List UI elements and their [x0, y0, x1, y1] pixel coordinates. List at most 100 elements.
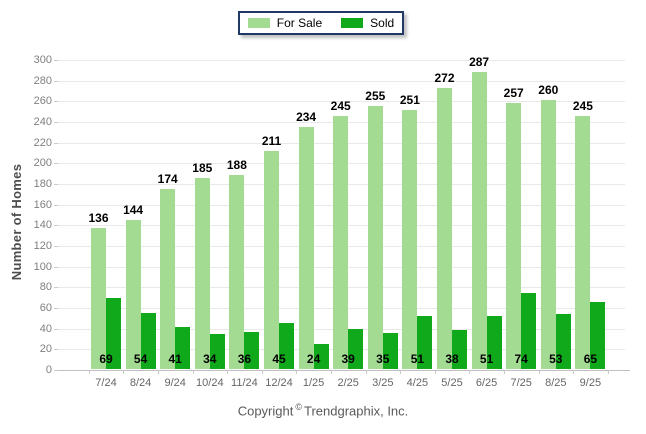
sold-bar: [382, 332, 398, 369]
x-axis-label: 2/25: [337, 377, 359, 389]
for-sale-bar: [402, 109, 418, 369]
for-sale-value-label: 245: [572, 98, 593, 113]
sold-legend-label: Sold: [370, 16, 395, 30]
for-sale-bar: [160, 189, 176, 369]
for-sale-bar: [264, 150, 279, 369]
sold-value-label: 51: [479, 352, 494, 366]
x-axis-tick: [123, 370, 125, 374]
x-axis-label: 8/25: [545, 377, 567, 389]
sold-value-label: 34: [203, 352, 217, 366]
x-axis-label: 10/24: [196, 377, 224, 389]
x-axis-label: 7/24: [95, 377, 117, 389]
sold-value-label: 36: [237, 352, 252, 366]
sold-bar: [279, 322, 294, 369]
sold-bar: [486, 316, 502, 369]
copyright-line: Copyright © Trendgraphix, Inc.: [0, 402, 646, 418]
y-axis-tick-label: 240: [33, 116, 52, 128]
y-axis-tick-label: 60: [39, 302, 52, 314]
y-axis-tick-label: 220: [33, 137, 52, 149]
sold-value-label: 38: [445, 352, 459, 366]
x-axis-tick: [434, 370, 436, 374]
y-axis-tick-label: 280: [33, 75, 52, 87]
x-axis-label: 11/24: [231, 377, 258, 389]
x-axis-label: 3/25: [372, 377, 394, 389]
x-axis-tick: [296, 370, 298, 374]
x-axis-tick: [261, 370, 263, 374]
sold-value-label: 74: [514, 352, 528, 366]
x-axis-label: 6/25: [475, 377, 498, 389]
for-sale-bar: [540, 100, 556, 369]
y-axis-tick-label: 160: [33, 199, 52, 211]
y-axis-tick: [54, 267, 58, 268]
x-axis-tick: [469, 370, 471, 374]
sold-value-label: 51: [410, 352, 425, 366]
y-axis-tick: [54, 329, 58, 330]
for-sale-value-label: 251: [399, 92, 420, 107]
sold-value-label: 53: [549, 352, 563, 366]
sold-value-label: 35: [376, 352, 390, 366]
for-sale-value-label: 260: [538, 83, 559, 98]
y-axis-tick-label: 80: [39, 281, 52, 293]
copyright-prefix: Copyright: [237, 403, 294, 419]
sold-bar: [209, 333, 225, 369]
gridline: [58, 60, 625, 61]
x-axis-line: [58, 370, 630, 371]
sold-bar: [140, 313, 156, 369]
sold-value-label: 45: [272, 352, 286, 366]
y-axis-tick: [54, 81, 58, 82]
y-axis-tick-label: 300: [33, 54, 52, 66]
for-sale-value-label: 287: [469, 55, 490, 70]
y-axis-tick-label: 180: [33, 178, 52, 190]
for-sale-bar: [506, 103, 522, 369]
sold-legend-swatch: [341, 18, 364, 28]
sold-value-label: 65: [583, 352, 598, 366]
for-sale-value-label: 188: [226, 157, 247, 172]
for-sale-bar: [575, 115, 591, 369]
y-axis-tick: [54, 143, 58, 144]
y-axis-tick-label: 40: [39, 323, 52, 335]
for-sale-bar: [194, 177, 210, 369]
y-axis-tick-label: 100: [33, 261, 52, 273]
gridline: [58, 101, 625, 102]
sold-bar: [555, 314, 571, 369]
y-axis-tick: [54, 246, 58, 247]
x-axis-label: 5/25: [441, 377, 463, 389]
x-axis-tick: [573, 370, 575, 374]
x-axis-label: 4/25: [406, 377, 429, 389]
sold-bar: [244, 331, 260, 369]
sold-value-label: 24: [306, 352, 321, 366]
sold-bar: [521, 292, 537, 369]
copyright-symbol: ©: [295, 402, 302, 412]
x-axis-tick: [538, 370, 540, 374]
x-axis-tick: [88, 370, 90, 374]
x-axis-label: 8/24: [129, 377, 152, 389]
x-axis-label: 7/25: [510, 377, 532, 389]
x-axis-tick: [227, 370, 229, 374]
y-axis-tick-label: 140: [33, 219, 52, 231]
y-axis-tick: [54, 205, 58, 206]
for-sale-value-label: 144: [123, 203, 144, 218]
x-axis-label: 9/24: [164, 377, 186, 389]
sold-value-label: 39: [341, 352, 355, 366]
y-axis-tick: [54, 60, 58, 61]
copyright-company: Trendgraphix, Inc.: [303, 403, 409, 419]
for-sale-bar: [367, 105, 383, 369]
for-sale-legend-swatch: [247, 18, 270, 28]
for-sale-value-label: 174: [157, 172, 178, 187]
for-sale-value-label: 255: [365, 88, 386, 103]
sold-value-label: 54: [133, 352, 148, 366]
for-sale-value-label: 234: [296, 110, 317, 125]
x-axis-label: 9/25: [579, 377, 602, 389]
y-axis-tick: [54, 287, 58, 288]
y-axis-tick: [54, 349, 58, 350]
x-axis-label: 1/25: [302, 377, 325, 389]
y-axis-tick-label: 120: [33, 240, 52, 252]
x-axis-tick: [400, 370, 402, 374]
y-axis-tick: [54, 308, 58, 309]
for-sale-value-label: 257: [503, 86, 524, 101]
plot-area: 0 20 40 60 80 100 120 140 160 180 200 220 240 260 280 3…: [34, 54, 630, 389]
for-sale-value-label: 211: [261, 133, 282, 148]
y-axis-tick: [54, 225, 58, 226]
for-sale-bar: [333, 115, 349, 369]
x-axis-tick: [365, 370, 367, 374]
